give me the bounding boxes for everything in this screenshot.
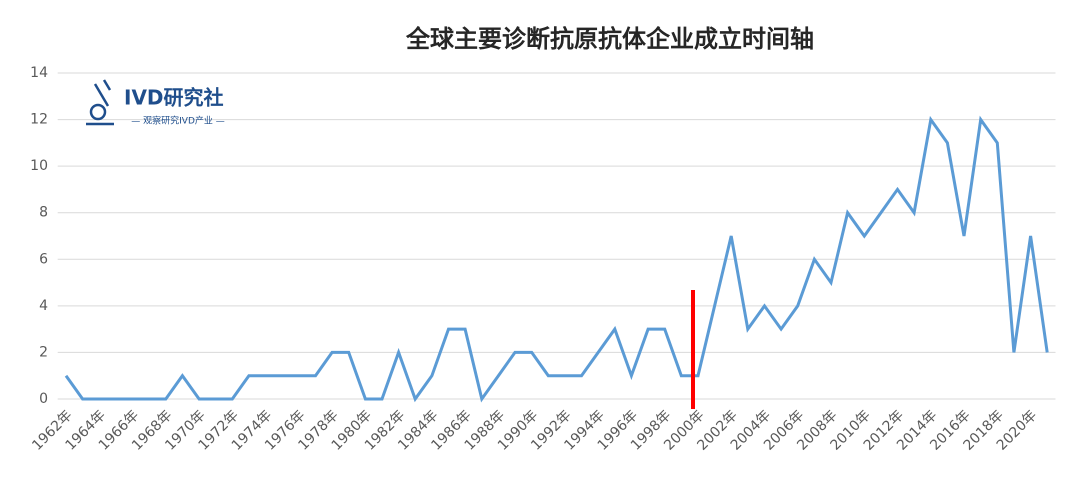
y-tick-label: 6 bbox=[39, 251, 48, 267]
y-tick-label: 8 bbox=[39, 205, 48, 221]
y-tick-label: 4 bbox=[39, 298, 48, 314]
logo-title: IVD研究社 bbox=[124, 86, 224, 110]
logo-subtitle: — 观察研究IVD产业 — bbox=[131, 115, 224, 127]
y-tick-label: 2 bbox=[39, 344, 48, 360]
logo-icon bbox=[86, 79, 114, 126]
data-line bbox=[64, 115, 1049, 403]
y-tick-label: 0 bbox=[39, 391, 48, 407]
y-tick-label: 14 bbox=[30, 65, 48, 81]
y-tick-label: 10 bbox=[30, 158, 48, 174]
chart-title: 全球主要诊断抗原抗体企业成立时间轴 bbox=[405, 25, 814, 53]
logo: IVD研究社 — 观察研究IVD产业 — bbox=[86, 79, 225, 127]
y-tick-label: 12 bbox=[30, 112, 48, 128]
